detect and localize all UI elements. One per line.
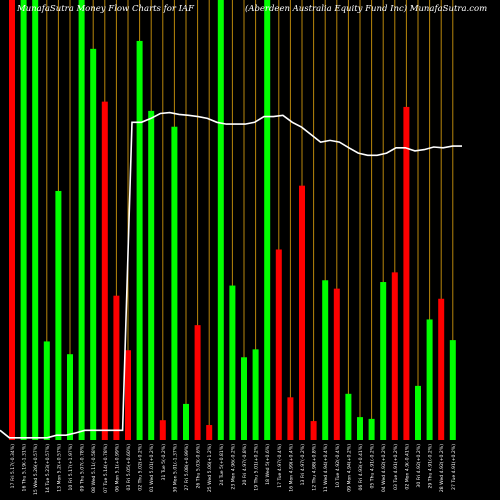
date-label: 31 Tue 5(-0.2%) — [161, 444, 167, 481]
bar-series — [9, 0, 456, 441]
bar-up — [415, 385, 421, 440]
bar-up — [20, 0, 27, 440]
bar-down — [310, 421, 317, 440]
date-label: 14 Tue 5.23(+0.57%) — [45, 444, 51, 493]
bar-down — [403, 106, 410, 441]
bar-up — [217, 0, 224, 440]
date-label: 09 Thu 5.07(-0.78%) — [80, 444, 86, 492]
date-label: 01 Wed 5.01(+0.2%) — [149, 444, 155, 492]
date-label: 03 Tue 4.91(+0.2%) — [393, 444, 399, 490]
bar-up — [67, 354, 73, 440]
bar-up — [322, 280, 329, 440]
date-label: 27 Fri 5.08(+0.99%) — [184, 444, 190, 491]
date-label: 20 Fri 4.97(-0.8%) — [242, 444, 248, 486]
date-label: 07 Tue 5.14(+0.78%) — [103, 444, 109, 493]
bar-down — [125, 350, 131, 440]
bar-up — [55, 190, 62, 440]
bar-down — [287, 397, 294, 440]
date-labels: 17 Fri 5.17(-0.34%) 16 Thu 5.19(-1.31%) 15… — [10, 444, 457, 495]
date-label: 09 Mon 4.94(+0.2%) — [346, 444, 352, 492]
bar-up — [32, 0, 39, 440]
date-label: 30 Mon 5.01(-1.37%) — [172, 444, 178, 493]
bar-down — [113, 295, 120, 440]
chart-title: MunafaSutra Money Flow Charts for IAF — [17, 4, 195, 14]
bar-down — [299, 185, 305, 440]
date-label: 04 Wed 4.92(+0.2%) — [381, 444, 387, 492]
bar-up — [380, 282, 387, 440]
bar-up — [357, 417, 363, 440]
bar-up — [449, 340, 456, 440]
bar-down — [9, 0, 15, 440]
date-label: 17 Fri 5.17(-0.34%) — [10, 444, 16, 489]
date-label: 03 Fri 5.05(+0.60%) — [126, 444, 132, 491]
date-label: 10 Tue 4.92(-0.4%) — [335, 444, 341, 488]
bar-down — [159, 420, 166, 440]
date-label: 12 Thu 4.98(+0.8%) — [312, 444, 318, 491]
date-label: 05 Thu 4.91(-0.2%) — [370, 444, 376, 489]
bar-up — [368, 418, 375, 440]
date-label: 11 Wed 4.94(+0.4%) — [323, 444, 329, 492]
bar-up — [241, 357, 247, 440]
date-label: 06 Fri 4.93(+0.41%) — [358, 444, 364, 491]
bar-down — [275, 249, 282, 440]
bar-up — [426, 319, 433, 440]
bar-up — [78, 0, 85, 440]
bar-up — [264, 0, 271, 440]
date-label: 13 Fri 4.97(-0.2%) — [300, 444, 306, 486]
date-label: 26 Thu 5.03(-0.6%) — [196, 444, 202, 489]
date-label: 24 Tue 5(+0.81%) — [219, 444, 225, 486]
date-label: 30 Fri 4.92(+0.2%) — [416, 444, 422, 488]
date-label: 23 Mon 4.96(-0.2%) — [230, 444, 236, 490]
money-flow-line — [0, 111, 462, 439]
date-label: 08 Wed 5.11(-0.58%) — [91, 444, 97, 493]
bar-down — [194, 325, 201, 440]
date-label: 16 Thu 5.19(-1.31%) — [22, 444, 28, 492]
date-label: 29 Thu 4.91(-0.2%) — [428, 444, 434, 489]
bar-up — [136, 40, 143, 441]
bar-up — [345, 393, 352, 440]
bar-down — [206, 425, 213, 440]
date-label: 19 Thu 5.01(+0.2%) — [254, 444, 260, 491]
bar-up — [252, 349, 259, 440]
bar-up — [148, 110, 155, 440]
date-label: 27 Tue 4.91(+0.2%) — [451, 444, 457, 490]
date-label: 13 Mon 5.2(+0.57%) — [56, 444, 62, 492]
date-label: 02 Thu 5.02(+0.2%) — [138, 444, 144, 491]
bar-up — [183, 403, 189, 440]
date-label: 15 Wed 5.26(+0.57%) — [33, 444, 39, 495]
date-label: 17 Tue 4.97(-0.4%) — [277, 444, 283, 488]
date-label: 18 Wed 5(+0.6%) — [265, 444, 271, 485]
bar-up — [90, 48, 97, 441]
date-label: 06 Mon 5.1(+0.99%) — [114, 444, 120, 492]
date-label: 10 Fri 5.17(+1.97%) — [68, 444, 74, 491]
bar-down — [438, 298, 445, 440]
bar-up — [43, 341, 50, 440]
bar-down — [333, 288, 340, 440]
bar-up — [229, 285, 236, 440]
bar-down — [101, 101, 108, 440]
chart-subtitle: (Aberdeen Australia Equity Fund Inc) Mun… — [245, 4, 488, 14]
bar-up — [171, 126, 178, 440]
date-label: 25 Wed 5.06(+1.2%) — [207, 444, 213, 492]
date-label: 16 Mon 4.99(+0.4%) — [288, 444, 294, 492]
date-label: 28 Wed 4.92(+0.2%) — [439, 444, 445, 492]
date-label: 02 Mon 4.9(-0.41%) — [404, 444, 410, 490]
bar-down — [391, 272, 398, 440]
